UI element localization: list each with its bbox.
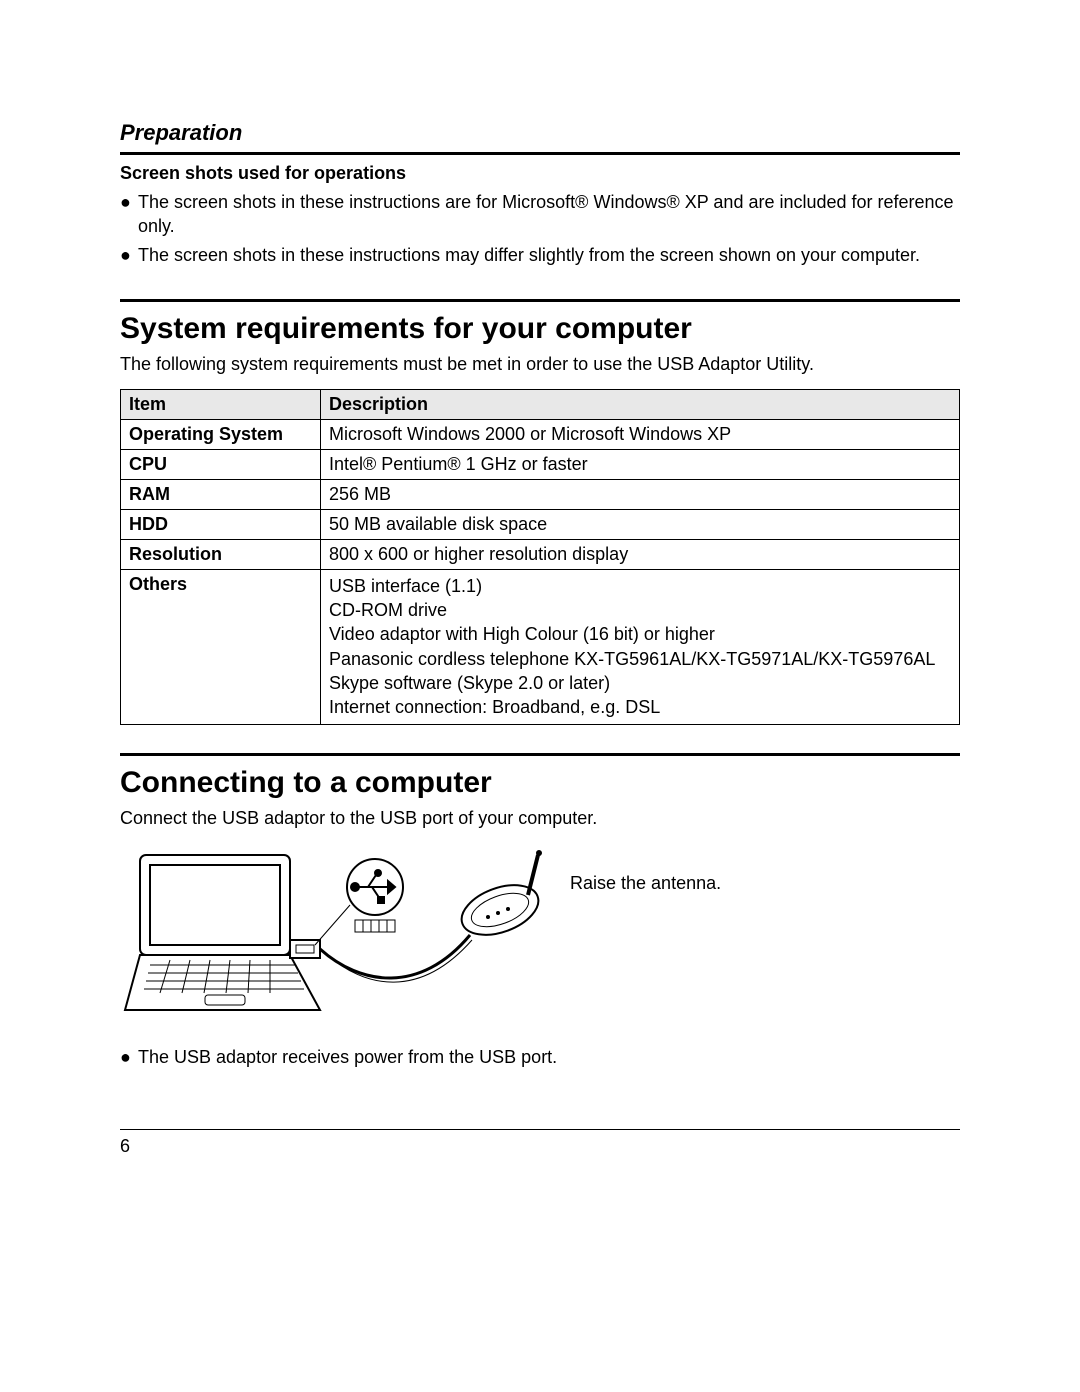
- table-row: RAM 256 MB: [121, 479, 960, 509]
- row-item-others: Others: [121, 569, 321, 724]
- bullet-text: The screen shots in these instructions m…: [138, 243, 920, 267]
- bullet-item: ● The screen shots in these instructions…: [120, 190, 960, 239]
- connecting-heading: Connecting to a computer: [120, 766, 960, 800]
- row-desc: 800 x 600 or higher resolution display: [321, 539, 960, 569]
- row-desc: Microsoft Windows 2000 or Microsoft Wind…: [321, 419, 960, 449]
- connecting-intro: Connect the USB adaptor to the USB port …: [120, 808, 960, 829]
- row-desc-others: USB interface (1.1) CD-ROM drive Video a…: [321, 569, 960, 724]
- others-line: Panasonic cordless telephone KX-TG5961AL…: [329, 647, 951, 671]
- header-description: Description: [321, 389, 960, 419]
- title-rule: [120, 152, 960, 155]
- row-item: HDD: [121, 509, 321, 539]
- bullet-text: The screen shots in these instructions a…: [138, 190, 960, 239]
- connection-diagram: [120, 845, 550, 1025]
- row-item: Resolution: [121, 539, 321, 569]
- table-row: Operating System Microsoft Windows 2000 …: [121, 419, 960, 449]
- antenna-label: Raise the antenna.: [570, 873, 721, 894]
- table-row: CPU Intel® Pentium® 1 GHz or faster: [121, 449, 960, 479]
- table-header-row: Item Description: [121, 389, 960, 419]
- others-line: Skype software (Skype 2.0 or later): [329, 671, 951, 695]
- others-line: Video adaptor with High Colour (16 bit) …: [329, 622, 951, 646]
- row-item: CPU: [121, 449, 321, 479]
- others-line: CD-ROM drive: [329, 598, 951, 622]
- row-desc: 256 MB: [321, 479, 960, 509]
- bullet-dot: ●: [120, 243, 138, 267]
- requirements-table: Item Description Operating System Micros…: [120, 389, 960, 725]
- screenshots-heading: Screen shots used for operations: [120, 163, 960, 184]
- table-row: Resolution 800 x 600 or higher resolutio…: [121, 539, 960, 569]
- row-desc: Intel® Pentium® 1 GHz or faster: [321, 449, 960, 479]
- bullet-dot: ●: [120, 1045, 138, 1069]
- header-item: Item: [121, 389, 321, 419]
- table-row: HDD 50 MB available disk space: [121, 509, 960, 539]
- section-rule: [120, 299, 960, 302]
- bullet-item: ● The USB adaptor receives power from th…: [120, 1045, 960, 1069]
- sysreq-heading: System requirements for your computer: [120, 312, 960, 346]
- bullet-item: ● The screen shots in these instructions…: [120, 243, 960, 267]
- table-row: Others USB interface (1.1) CD-ROM drive …: [121, 569, 960, 724]
- section-title: Preparation: [120, 120, 960, 146]
- others-line: Internet connection: Broadband, e.g. DSL: [329, 695, 951, 719]
- section-rule: [120, 753, 960, 756]
- row-desc: 50 MB available disk space: [321, 509, 960, 539]
- others-line: USB interface (1.1): [329, 574, 951, 598]
- row-item: RAM: [121, 479, 321, 509]
- page-number: 6: [120, 1130, 960, 1157]
- row-item: Operating System: [121, 419, 321, 449]
- bullet-dot: ●: [120, 190, 138, 239]
- sysreq-intro: The following system requirements must b…: [120, 354, 960, 375]
- bullet-text: The USB adaptor receives power from the …: [138, 1045, 557, 1069]
